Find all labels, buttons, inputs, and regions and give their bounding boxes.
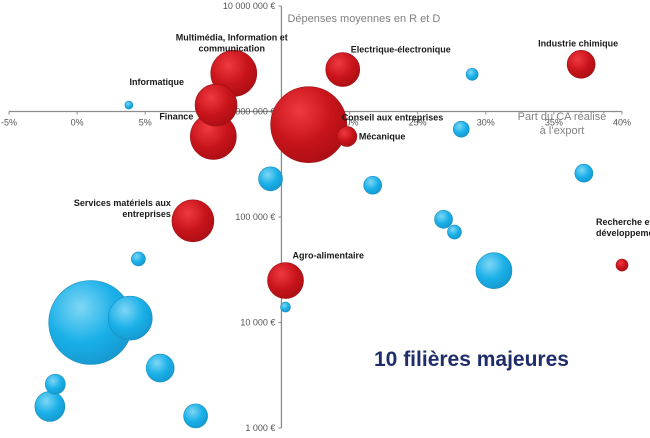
other-sector-bubble	[434, 210, 453, 229]
chart-title: 10 filières majeures	[374, 348, 569, 371]
other-sector-bubble	[183, 403, 208, 429]
y-tick-label: 10 000 €	[240, 318, 275, 328]
bubble-label: Recherche et	[596, 217, 650, 227]
x-tick-label: -5%	[1, 118, 17, 128]
x-axis-title-line: Part du CA réalisé	[518, 111, 607, 123]
x-axis-title: Part du CA réalisé à l’export	[518, 111, 607, 137]
x-tick-label: 40%	[613, 118, 631, 128]
y-tick-label: 1 000 000 €	[228, 107, 276, 117]
other-sector-bubble	[452, 120, 470, 138]
major-sector-bubble	[336, 126, 358, 147]
major-sector-bubble	[615, 258, 629, 272]
other-sector-bubble	[107, 295, 153, 341]
major-sector-bubble	[194, 83, 238, 127]
other-sector-bubble	[574, 163, 594, 183]
bubble-label: entreprises	[122, 209, 171, 219]
other-sector-bubble	[465, 68, 479, 81]
other-sector-bubble	[280, 301, 291, 313]
y-tick-label: 1 000 €	[245, 423, 275, 433]
other-sector-bubble	[258, 166, 283, 192]
x-tick-label: 25%	[409, 118, 427, 128]
major-sector-bubble	[267, 262, 304, 299]
x-tick-label: 35%	[545, 118, 563, 128]
bubble-label: Agro-alimentaire	[293, 251, 365, 261]
bubble-label: développement	[596, 228, 650, 238]
x-tick-label: 5%	[139, 118, 152, 128]
x-axis-title-line: à l’export	[540, 125, 585, 137]
bubble-label: Conseil aux entreprises	[342, 113, 444, 123]
major-sector-bubble	[270, 86, 347, 163]
x-tick-label: 0%	[71, 118, 84, 128]
other-sector-bubble	[363, 175, 383, 195]
other-sector-bubble	[447, 224, 462, 240]
other-sector-bubble	[45, 373, 66, 395]
y-tick-label: 10 000 000 €	[223, 1, 276, 11]
major-sector-bubble	[325, 52, 361, 87]
major-sector-bubble	[171, 199, 215, 243]
major-sector-bubble	[566, 50, 596, 79]
bubble-label: Multimédia, Information et	[176, 32, 288, 42]
y-tick-label: 100 000 €	[235, 212, 275, 222]
x-tick-label: 20%	[341, 118, 359, 128]
bubble-label: Services matériels aux	[74, 198, 171, 208]
bubble-label: Electrique-électronique	[351, 45, 451, 55]
bubble-label: Informatique	[130, 77, 185, 87]
bubble-label: Finance	[159, 111, 193, 121]
other-sector-bubble	[131, 251, 146, 267]
bubble-label: Mécanique	[359, 131, 406, 141]
bubble-label: Industrie chimique	[538, 38, 618, 48]
bubble-label: communication	[199, 43, 266, 53]
other-sector-bubble	[124, 100, 134, 110]
x-tick-label: 30%	[477, 118, 495, 128]
other-sector-bubble	[475, 252, 513, 289]
other-sector-bubble	[145, 353, 175, 383]
y-axis-title: Dépenses moyennes en R et D	[287, 13, 440, 25]
other-sector-bubble	[34, 391, 66, 422]
